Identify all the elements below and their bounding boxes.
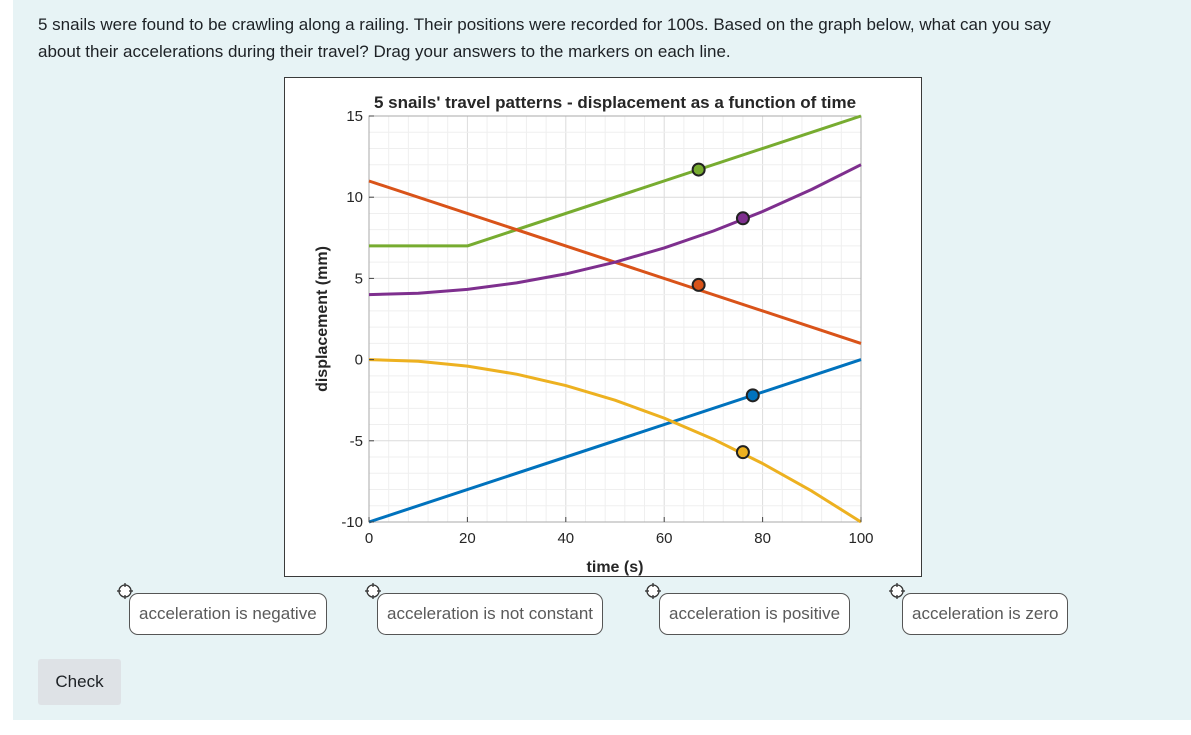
answer-chip-positive[interactable]: acceleration is positive [659,593,851,635]
y-tick-label: 15 [346,108,363,125]
check-button[interactable]: Check [38,659,121,705]
series-layer [368,114,862,524]
x-tick-label: 60 [656,530,673,547]
y-tick-label: 10 [346,189,363,206]
question-line-1: 5 snails were found to be crawling along… [38,15,1051,34]
drop-marker-icon[interactable] [365,583,381,599]
y-tick-label: -5 [350,433,363,450]
answer-chip-negative[interactable]: acceleration is negative [129,593,327,635]
y-tick-label: -10 [341,514,363,531]
series-line-blue [368,358,862,524]
series-line-yellow [368,358,862,524]
series-marker-purple[interactable] [735,211,750,226]
series-marker-yellow[interactable] [735,445,750,460]
y-tick-label: 5 [355,270,363,287]
x-tick-label: 20 [459,530,476,547]
question-line-2: about their accelerations during their t… [38,42,731,61]
question-text: 5 snails were found to be crawling along… [38,11,1158,65]
chart-figure: 0 20 40 60 80 100 -10 -5 0 5 10 15 5 snails' travel… [284,77,922,577]
chart-svg: 0 20 40 60 80 100 -10 -5 0 5 10 15 5 snails' travel… [314,93,874,576]
tick-labels: 0 20 40 60 80 100 -10 -5 0 5 10 15 [341,108,873,547]
x-axis-label: time (s) [587,559,644,576]
series-marker-blue[interactable] [745,388,760,403]
x-tick-label: 40 [557,530,574,547]
series-line-green [369,114,862,248]
chart-title: 5 snails' travel patterns - displacement… [374,93,856,112]
series-marker-green[interactable] [691,162,706,177]
answer-chip-zero[interactable]: acceleration is zero [902,593,1069,635]
x-tick-label: 100 [848,530,873,547]
series-marker-orange[interactable] [691,277,706,292]
y-axis-label: displacement (mm) [314,246,331,392]
series-line-purple [368,163,862,297]
x-tick-label: 0 [365,530,373,547]
y-tick-label: 0 [355,352,363,369]
marker-layer [691,162,760,460]
x-tick-label: 80 [754,530,771,547]
axes-box [368,115,862,523]
answer-chip-not-constant[interactable]: acceleration is not constant [377,593,604,635]
drop-marker-icon[interactable] [645,583,661,599]
drop-marker-icon[interactable] [117,583,133,599]
drop-marker-icon[interactable] [889,583,905,599]
